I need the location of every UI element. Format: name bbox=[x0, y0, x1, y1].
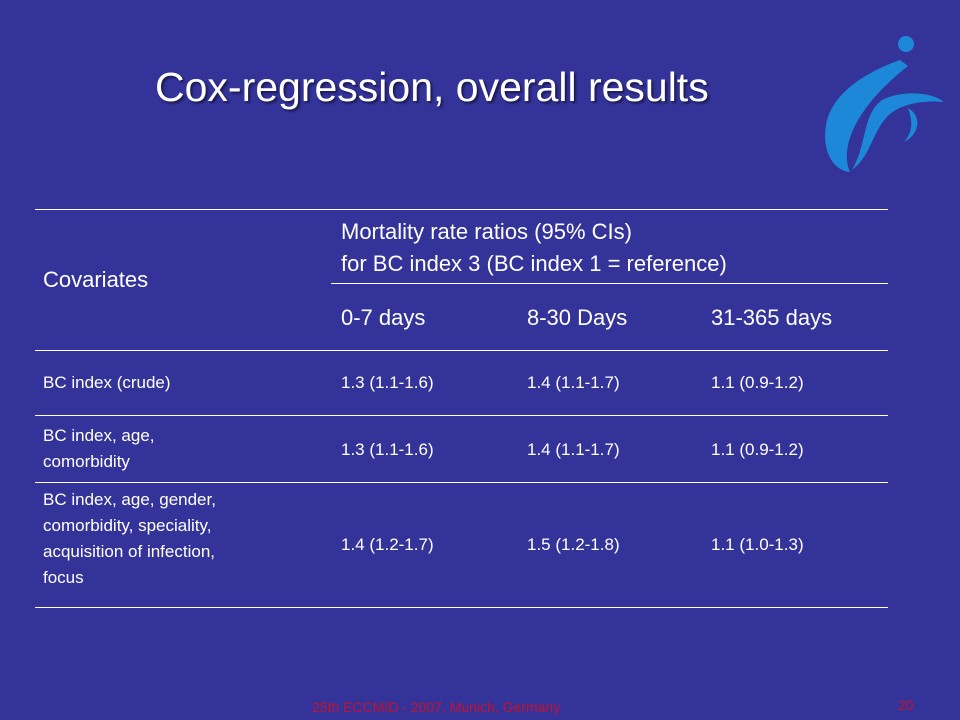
row-separator bbox=[35, 482, 888, 483]
span-header-rule bbox=[331, 283, 888, 284]
table-cell: 1.1 (1.0-1.3) bbox=[711, 535, 804, 554]
row-label-line: acquisition of infection, bbox=[43, 542, 215, 561]
row-label-line: comorbidity bbox=[43, 452, 130, 471]
row-label-line: focus bbox=[43, 568, 84, 587]
table-cell: 1.3 (1.1-1.6) bbox=[341, 373, 434, 392]
row-label: BC index (crude) bbox=[43, 370, 171, 396]
row-label-line: comorbidity, speciality, bbox=[43, 516, 212, 535]
row-label-line: BC index, age, bbox=[43, 426, 155, 445]
period-header: 0-7 days bbox=[341, 305, 426, 330]
header-bottom-rule bbox=[35, 350, 888, 351]
span-header-line1: Mortality rate ratios (95% CIs) bbox=[341, 219, 632, 244]
eccmid-logo-icon bbox=[825, 36, 944, 172]
period-header: 8-30 Days bbox=[527, 305, 628, 330]
covariates-header: Covariates bbox=[43, 267, 149, 292]
row-label-line: BC index, age, gender, bbox=[43, 490, 216, 509]
slide-footer: 25th ECCMID - 2007, Munich, Germany bbox=[312, 699, 561, 715]
table-bottom-rule bbox=[35, 607, 888, 608]
span-header-line2: for BC index 3 (BC index 1 = reference) bbox=[341, 251, 727, 276]
table-cell: 1.4 (1.2-1.7) bbox=[341, 535, 434, 554]
table-cell: 1.4 (1.1-1.7) bbox=[527, 440, 620, 459]
table-cell: 1.3 (1.1-1.6) bbox=[341, 440, 434, 459]
row-label: BC index, age, gender, comorbidity, spec… bbox=[43, 487, 216, 591]
table-cell: 1.4 (1.1-1.7) bbox=[527, 373, 620, 392]
table-top-rule bbox=[35, 209, 888, 210]
row-label-line: BC index (crude) bbox=[43, 373, 171, 392]
row-label: BC index, age, comorbidity bbox=[43, 423, 155, 475]
slide-title: Cox-regression, overall results bbox=[155, 64, 709, 110]
table-cell: 1.5 (1.2-1.8) bbox=[527, 535, 620, 554]
table-cell: 1.1 (0.9-1.2) bbox=[711, 440, 804, 459]
row-separator bbox=[35, 415, 888, 416]
table-cell: 1.1 (0.9-1.2) bbox=[711, 373, 804, 392]
period-header: 31-365 days bbox=[711, 305, 833, 330]
page-number: 20 bbox=[898, 697, 914, 713]
